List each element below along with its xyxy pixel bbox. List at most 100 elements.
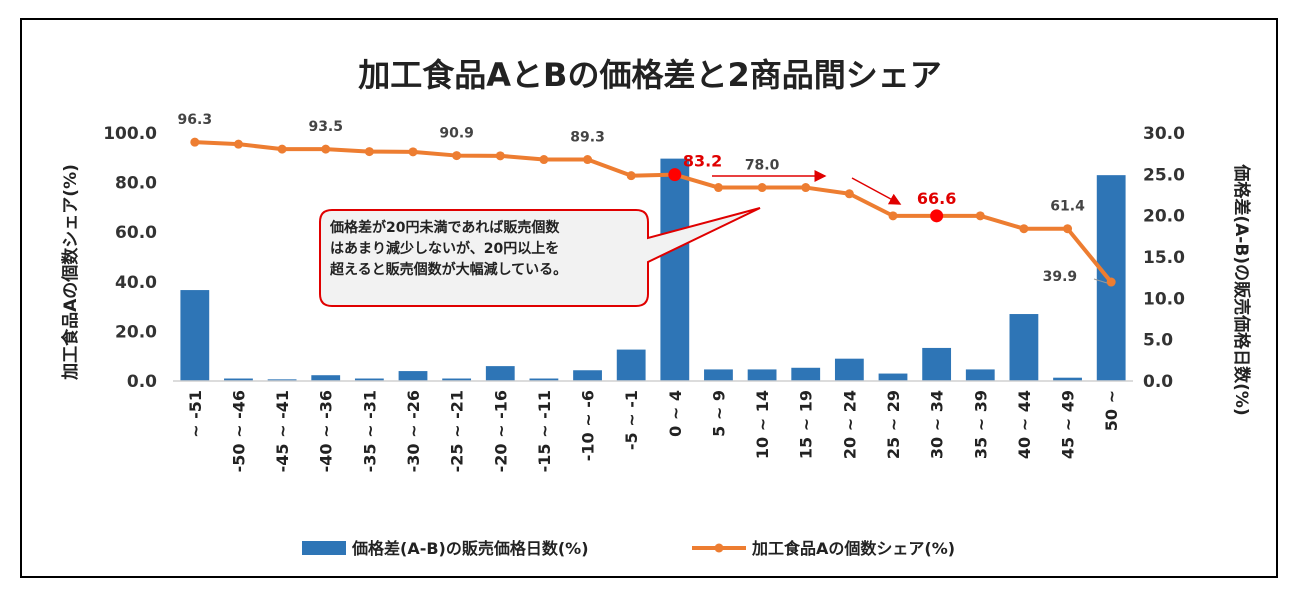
chart-title: 加工食品AとBの価格差と2商品間シェア bbox=[358, 56, 941, 94]
annotation-callout: 価格差が20円未満であれば販売個数 はあまり減少しないが、20円以上を 超えると… bbox=[320, 210, 648, 306]
x-tick-label: -20 ~ -16 bbox=[491, 390, 510, 472]
data-label: 39.9 bbox=[1043, 269, 1078, 285]
x-tick-label: -10 ~ -6 bbox=[579, 390, 598, 461]
chart-frame bbox=[20, 18, 1278, 578]
bar bbox=[616, 349, 646, 381]
bar bbox=[224, 378, 253, 381]
y-right-tick-label: 0.0 bbox=[1143, 372, 1173, 392]
annotation-line: はあまり減少しないが、20円以上を bbox=[330, 241, 560, 257]
bar bbox=[1053, 377, 1082, 381]
x-tick-label: 45 ~ 49 bbox=[1059, 390, 1078, 459]
line-point bbox=[539, 155, 549, 165]
line-point bbox=[452, 151, 462, 161]
y-right-tick-label: 30.0 bbox=[1143, 124, 1185, 144]
x-tick-label: -25 ~ -21 bbox=[448, 390, 467, 472]
bar bbox=[267, 379, 297, 381]
line-point bbox=[888, 211, 898, 221]
line-point bbox=[1063, 224, 1073, 234]
y-right-tick-label: 20.0 bbox=[1143, 207, 1185, 227]
x-tick-label: 50 ~ bbox=[1102, 390, 1121, 431]
x-tick-label: 0 ~ 4 bbox=[666, 390, 685, 437]
line-point bbox=[1019, 224, 1029, 234]
legend-swatch-marker bbox=[714, 543, 724, 553]
bar bbox=[442, 378, 472, 381]
bar bbox=[354, 378, 384, 381]
x-tick-label: -5 ~ -1 bbox=[622, 390, 641, 450]
x-tick-label: -50 ~ -46 bbox=[229, 390, 248, 472]
line-point bbox=[495, 151, 505, 161]
x-tick-label: 5 ~ 9 bbox=[709, 390, 728, 437]
x-tick-label: -15 ~ -11 bbox=[535, 390, 554, 472]
data-label: 93.5 bbox=[308, 119, 343, 135]
y-right-tick-label: 5.0 bbox=[1143, 331, 1173, 351]
line-point bbox=[801, 183, 811, 193]
bar bbox=[791, 367, 821, 381]
x-tick-label: ~ -51 bbox=[186, 390, 205, 438]
line-point bbox=[583, 155, 593, 165]
callout-bubble bbox=[319, 207, 761, 307]
bar bbox=[747, 369, 777, 381]
data-label: 78.0 bbox=[745, 158, 780, 174]
line-point bbox=[975, 211, 985, 221]
annotation-line: 価格差が20円未満であれば販売個数 bbox=[330, 220, 560, 236]
bar bbox=[834, 358, 864, 381]
line-point bbox=[408, 147, 418, 157]
y-left-tick-label: 100.0 bbox=[103, 124, 157, 144]
bar bbox=[573, 370, 602, 381]
y-left-tick-label: 80.0 bbox=[115, 174, 157, 194]
line-point bbox=[190, 137, 200, 147]
y-axis-right-label: 価格差(A-B)の販売価格日数(%) bbox=[1231, 163, 1252, 415]
y-axis-left-label: 加工食品Aの個数シェア(%) bbox=[60, 164, 81, 381]
line-point bbox=[757, 183, 767, 193]
line-point bbox=[233, 139, 243, 149]
data-label: 90.9 bbox=[439, 126, 474, 142]
x-tick-label: 20 ~ 24 bbox=[840, 390, 859, 459]
x-tick-label: 25 ~ 29 bbox=[884, 390, 903, 459]
data-label: 83.2 bbox=[683, 152, 722, 171]
y-left-tick-label: 0.0 bbox=[127, 372, 157, 392]
bar bbox=[398, 371, 428, 381]
x-tick-label: 30 ~ 34 bbox=[928, 390, 947, 459]
highlight-point bbox=[668, 168, 682, 182]
y-right-tick-label: 25.0 bbox=[1143, 165, 1185, 185]
bar bbox=[311, 375, 341, 381]
y-right-tick-label: 15.0 bbox=[1143, 248, 1185, 268]
bar bbox=[922, 347, 952, 381]
label-leader-line bbox=[1093, 278, 1108, 284]
data-label: 61.4 bbox=[1050, 199, 1085, 215]
line-point bbox=[713, 183, 723, 193]
bar bbox=[529, 378, 559, 381]
bar bbox=[485, 366, 515, 381]
bar bbox=[660, 158, 690, 381]
annotation-line: 超えると販売個数が大幅減している。 bbox=[330, 262, 568, 278]
bar bbox=[1009, 314, 1039, 381]
line-point bbox=[321, 144, 331, 154]
data-label: 66.6 bbox=[917, 189, 956, 208]
line-point bbox=[844, 189, 854, 199]
bar bbox=[878, 373, 908, 381]
x-tick-label: 15 ~ 19 bbox=[797, 390, 816, 459]
x-tick-label: 35 ~ 39 bbox=[971, 390, 990, 459]
trend-arrow-down bbox=[851, 177, 902, 205]
x-tick-label: -45 ~ -41 bbox=[273, 390, 292, 472]
line-point bbox=[626, 171, 636, 181]
bar bbox=[965, 369, 995, 381]
bar bbox=[704, 369, 733, 381]
y-left-tick-label: 60.0 bbox=[115, 223, 157, 243]
y-left-tick-label: 20.0 bbox=[115, 322, 157, 342]
highlight-point bbox=[930, 209, 944, 223]
legend-label-line: 加工食品Aの個数シェア(%) bbox=[751, 539, 955, 558]
line-point bbox=[1106, 277, 1116, 287]
x-tick-label: -40 ~ -36 bbox=[317, 390, 336, 472]
line-point bbox=[364, 147, 374, 157]
x-tick-label: -35 ~ -31 bbox=[360, 390, 379, 472]
data-label: 96.3 bbox=[178, 112, 213, 128]
x-tick-label: -30 ~ -26 bbox=[404, 390, 423, 472]
legend-swatch-bar bbox=[302, 541, 346, 555]
legend-label-bar: 価格差(A-B)の販売価格日数(%) bbox=[351, 539, 589, 558]
y-right-tick-label: 10.0 bbox=[1143, 289, 1185, 309]
line-point bbox=[277, 144, 287, 154]
bar bbox=[180, 290, 210, 381]
y-left-tick-label: 40.0 bbox=[115, 273, 157, 293]
